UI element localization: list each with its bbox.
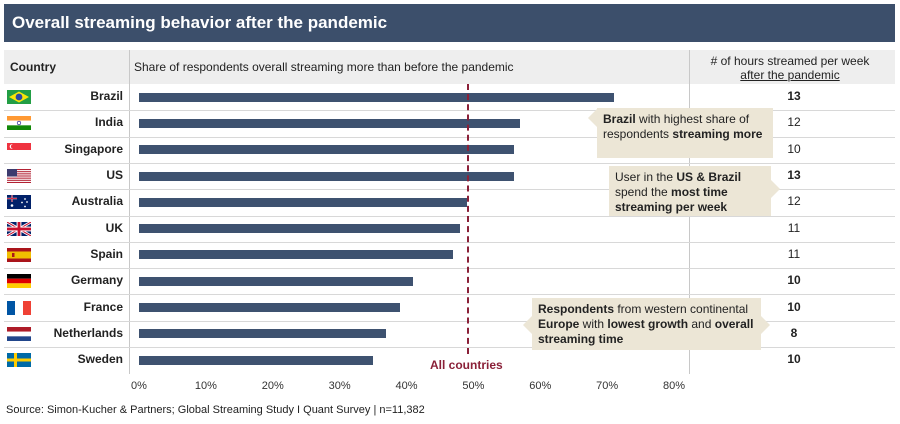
- x-tick-label: 80%: [662, 380, 686, 392]
- row-divider: [4, 162, 895, 164]
- header-hours: # of hours streamed per week after the p…: [690, 54, 890, 82]
- country-label: Singapore: [64, 141, 123, 156]
- callout-text: Brazil: [603, 112, 636, 126]
- callout-text: most time streaming per week: [615, 185, 728, 214]
- country-label: France: [83, 299, 123, 314]
- callout-3-pointer-left: [523, 316, 532, 334]
- row-divider: [4, 215, 895, 217]
- reference-line-label: All countries: [430, 358, 503, 372]
- bar: [139, 145, 514, 155]
- hours-value: 11: [787, 220, 801, 235]
- header-hours-line1: # of hours streamed per week: [710, 54, 870, 68]
- hours-value: 10: [787, 273, 801, 288]
- hours-value: 8: [790, 325, 798, 340]
- bar: [139, 250, 454, 260]
- callout-text: Respondents: [538, 302, 615, 316]
- country-label: Australia: [71, 194, 123, 209]
- header-country: Country: [10, 60, 56, 74]
- callout-text: US & Brazil: [676, 170, 742, 184]
- callout-us-brazil: User in the US & Brazil spend the most t…: [609, 166, 771, 216]
- bar: [139, 355, 374, 365]
- callout-text: User in the: [615, 170, 677, 184]
- hours-value: 13: [787, 168, 801, 183]
- flag-sg-icon: [7, 142, 31, 157]
- country-label: US: [106, 168, 123, 183]
- x-tick-label: 60%: [529, 380, 552, 392]
- callout-text: lowest growth: [607, 317, 689, 331]
- callout-text: overall streaming time: [538, 317, 754, 346]
- callout-brazil: Brazil with highest share of respondents…: [597, 108, 773, 158]
- flag-in-icon: [7, 116, 31, 131]
- flag-se-icon: [7, 353, 31, 368]
- bar: [139, 118, 521, 128]
- flag-nl-icon: [7, 326, 31, 341]
- row-divider: [4, 347, 895, 348]
- country-label: Sweden: [77, 352, 123, 367]
- country-label: Spain: [90, 246, 123, 261]
- header-share: Share of respondents overall streaming m…: [134, 60, 514, 74]
- x-tick-label: 0%: [131, 380, 147, 392]
- callout-2-pointer: [771, 180, 780, 198]
- callout-text: with: [579, 317, 608, 331]
- country-label: India: [94, 115, 123, 130]
- bar: [139, 276, 414, 286]
- source-note: Source: Simon-Kucher & Partners; Global …: [6, 404, 425, 416]
- bar: [139, 329, 387, 339]
- country-label: Germany: [70, 273, 123, 288]
- bar: [139, 197, 467, 207]
- flag-gb-icon: [7, 221, 31, 236]
- hours-value: 10: [787, 352, 801, 367]
- bar: [139, 92, 614, 102]
- reference-line: [466, 84, 469, 354]
- hours-value: 11: [787, 246, 801, 261]
- row-divider: [4, 268, 895, 270]
- country-label: Brazil: [90, 89, 123, 104]
- x-tick-label: 40%: [395, 380, 418, 392]
- bar: [139, 303, 400, 313]
- hours-value: 10: [787, 299, 801, 314]
- hours-value: 12: [787, 115, 801, 130]
- hours-value: 12: [787, 194, 801, 209]
- callout-1-pointer: [588, 109, 597, 127]
- flag-br-icon: [7, 90, 31, 105]
- bar: [139, 224, 460, 234]
- callout-text: streaming more: [672, 127, 763, 141]
- row-divider: [4, 189, 895, 191]
- flag-au-icon: [7, 195, 31, 210]
- callout-text: from western continental: [614, 302, 749, 316]
- callout-text: with highest share of respondents: [603, 112, 750, 141]
- hours-value: 13: [787, 89, 801, 104]
- bar: [139, 171, 514, 181]
- country-label: Netherlands: [53, 325, 123, 340]
- chart-title: Overall streaming behavior after the pan…: [4, 4, 895, 42]
- hours-value: 10: [787, 141, 801, 156]
- x-tick-label: 70%: [596, 380, 619, 392]
- row-divider: [4, 110, 895, 112]
- row-divider: [4, 294, 895, 296]
- flag-fr-icon: [7, 300, 31, 315]
- flag-us-icon: [7, 169, 31, 184]
- callout-3-pointer-right: [761, 316, 770, 334]
- flag-es-icon: [7, 247, 31, 262]
- country-label: UK: [105, 220, 123, 235]
- x-tick-label: 10%: [194, 380, 217, 392]
- callout-text: and: [688, 317, 715, 331]
- row-divider: [4, 241, 895, 243]
- table-header: [4, 50, 895, 84]
- x-tick-label: 50%: [462, 380, 485, 392]
- header-hours-line2: after the pandemic: [740, 68, 840, 82]
- callout-europe: Respondents from western continental Eur…: [532, 298, 761, 350]
- row-divider: [4, 136, 895, 138]
- column-divider-left: [129, 50, 130, 374]
- row-divider: [4, 320, 895, 322]
- callout-text: Europe: [538, 317, 580, 331]
- flag-de-icon: [7, 274, 31, 289]
- callout-text: spend the: [615, 185, 672, 199]
- x-tick-label: 30%: [328, 380, 351, 392]
- x-tick-label: 20%: [261, 380, 284, 392]
